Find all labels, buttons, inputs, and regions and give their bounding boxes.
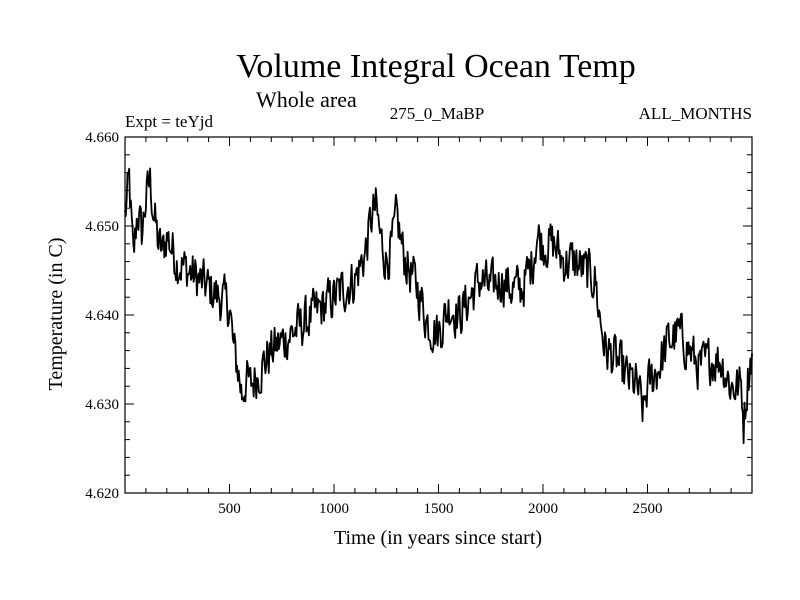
- x-tick-label: 500: [218, 501, 241, 517]
- x-tick-label: 1500: [424, 501, 454, 517]
- y-tick-label: 4.660: [85, 130, 119, 146]
- x-tick-label: 2000: [528, 501, 558, 517]
- chart-subtitle: Whole area: [256, 87, 357, 112]
- temperature-series-line: [124, 167, 753, 445]
- x-axis-label: Time (in years since start): [334, 527, 542, 549]
- y-tick-label: 4.640: [85, 308, 119, 324]
- expt-label: Expt = teYjd: [125, 112, 213, 131]
- period-label: 275_0_MaBP: [390, 104, 484, 123]
- axis-ticks: [125, 136, 752, 494]
- months-label: ALL_MONTHS: [639, 104, 752, 123]
- chart-title: Volume Integral Ocean Temp: [236, 48, 636, 85]
- y-tick-label: 4.630: [85, 397, 119, 413]
- x-tick-label: 1000: [319, 501, 349, 517]
- x-tick-label: 2500: [633, 501, 663, 517]
- axis-tick-labels: 500 1000 1500 2000 2500 4.620 4.630 4.640 4.650 4…: [85, 130, 662, 517]
- y-tick-label: 4.650: [85, 219, 119, 235]
- plot-frame: [124, 136, 753, 494]
- y-axis-label: Temperature (in C): [45, 238, 67, 391]
- y-tick-label: 4.620: [85, 486, 119, 502]
